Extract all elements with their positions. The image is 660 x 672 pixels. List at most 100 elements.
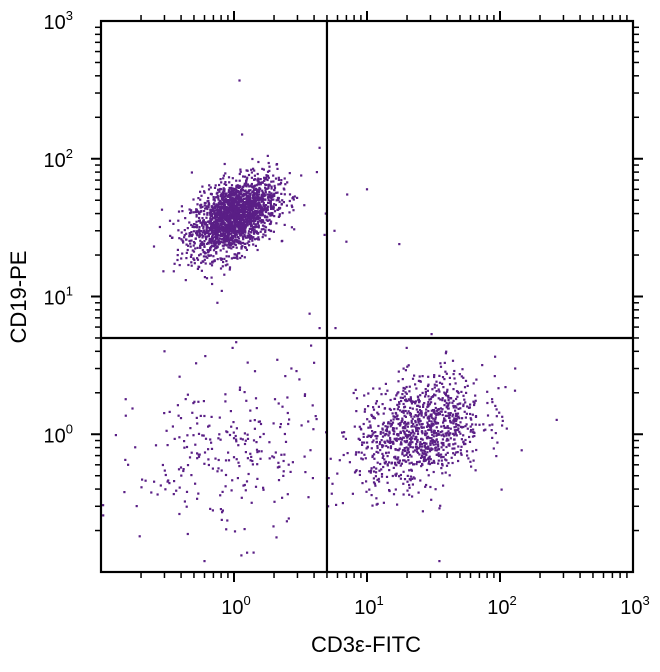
data-point xyxy=(256,190,259,193)
data-point xyxy=(207,202,210,205)
data-point xyxy=(217,198,220,201)
data-point xyxy=(205,207,208,210)
data-point xyxy=(225,238,228,241)
data-point xyxy=(193,242,196,245)
data-point xyxy=(371,504,374,507)
data-point xyxy=(437,448,440,451)
data-point xyxy=(447,462,450,465)
data-point xyxy=(421,391,424,394)
data-point xyxy=(427,436,430,439)
data-point xyxy=(414,383,417,386)
data-point xyxy=(239,256,242,260)
data-point xyxy=(375,441,378,444)
data-point xyxy=(199,198,202,201)
data-point xyxy=(254,204,257,208)
data-point xyxy=(429,442,432,445)
data-point xyxy=(435,384,438,387)
data-point xyxy=(441,408,444,411)
data-point xyxy=(449,412,452,415)
data-point xyxy=(179,466,183,469)
data-point xyxy=(209,213,212,216)
data-point xyxy=(173,480,176,483)
data-point xyxy=(464,425,467,428)
data-point xyxy=(435,412,438,415)
data-point xyxy=(418,443,422,446)
data-point xyxy=(204,221,207,224)
data-point xyxy=(249,184,252,187)
data-point xyxy=(269,196,272,199)
data-point xyxy=(266,193,269,196)
data-point xyxy=(260,197,263,201)
data-point xyxy=(371,455,374,459)
data-point xyxy=(242,238,245,241)
data-point xyxy=(257,196,261,199)
data-point xyxy=(452,432,455,435)
data-point xyxy=(255,194,259,197)
data-point xyxy=(217,205,220,208)
data-point xyxy=(204,233,207,236)
data-point xyxy=(431,448,434,451)
data-point xyxy=(199,414,202,417)
data-point xyxy=(375,450,378,453)
data-point xyxy=(343,431,346,434)
data-point xyxy=(430,430,433,434)
data-point xyxy=(257,160,260,164)
data-point xyxy=(206,223,209,227)
data-point xyxy=(233,530,237,533)
data-point xyxy=(236,241,239,244)
data-point xyxy=(247,232,250,235)
data-point xyxy=(198,226,201,229)
data-point xyxy=(200,261,203,264)
data-point xyxy=(293,228,296,231)
data-point xyxy=(260,206,264,209)
data-point xyxy=(230,425,233,428)
data-point xyxy=(284,183,287,186)
data-point xyxy=(234,236,237,239)
data-point xyxy=(247,472,250,476)
data-point xyxy=(230,247,233,250)
data-point xyxy=(459,421,462,424)
data-point xyxy=(138,535,141,538)
data-point xyxy=(232,202,236,205)
data-point xyxy=(256,221,260,224)
data-point xyxy=(446,388,449,391)
data-point xyxy=(245,214,248,217)
data-point xyxy=(212,226,216,229)
data-point xyxy=(313,361,316,364)
data-point xyxy=(250,168,253,171)
data-point xyxy=(238,79,241,82)
data-point xyxy=(245,480,249,483)
data-point xyxy=(253,228,256,231)
data-point xyxy=(418,423,421,426)
data-point xyxy=(229,194,232,198)
data-point xyxy=(210,415,213,418)
data-point xyxy=(448,401,451,404)
data-point xyxy=(419,394,422,397)
data-point xyxy=(397,418,400,421)
data-point xyxy=(380,473,384,476)
data-point xyxy=(211,261,214,264)
data-point xyxy=(185,490,189,493)
data-point xyxy=(228,186,231,190)
data-point xyxy=(201,434,204,437)
data-point xyxy=(236,221,239,224)
data-point xyxy=(441,376,445,379)
data-point xyxy=(427,415,431,418)
data-point xyxy=(447,403,450,406)
data-point xyxy=(450,456,453,459)
data-point xyxy=(220,205,223,208)
data-point xyxy=(192,226,196,229)
data-point xyxy=(207,188,211,191)
data-point xyxy=(211,282,214,286)
data-point xyxy=(249,236,252,239)
data-point xyxy=(178,237,181,240)
data-point xyxy=(490,429,493,432)
data-point xyxy=(396,503,399,506)
data-point xyxy=(433,430,436,433)
data-point xyxy=(221,191,224,194)
data-point xyxy=(220,188,223,191)
data-point xyxy=(403,454,406,457)
data-point xyxy=(197,455,201,458)
data-point xyxy=(391,421,395,424)
data-point xyxy=(367,434,370,437)
